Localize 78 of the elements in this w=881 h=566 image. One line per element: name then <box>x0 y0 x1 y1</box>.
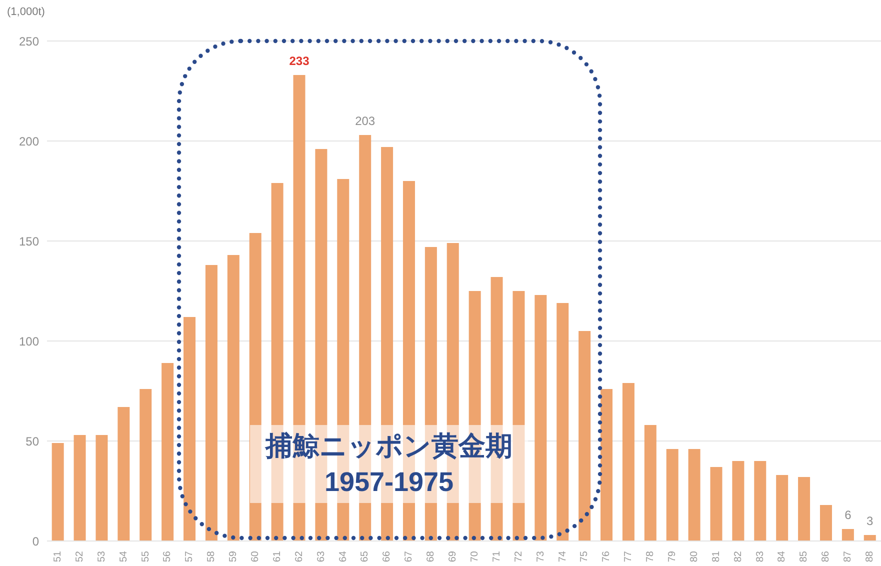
bar <box>864 535 876 541</box>
bar <box>688 449 700 541</box>
x-tick-label: 71 <box>491 550 502 562</box>
x-tick-label: 85 <box>798 550 810 562</box>
bar <box>162 363 174 541</box>
bar <box>249 233 262 541</box>
x-tick-label: 51 <box>52 550 64 562</box>
x-tick-label: 63 <box>316 550 327 562</box>
bar <box>820 505 832 541</box>
bar <box>118 407 130 541</box>
x-tick-label: 70 <box>469 550 480 562</box>
x-tick-label: 77 <box>623 550 634 562</box>
bar <box>600 389 613 541</box>
bar <box>754 461 766 541</box>
x-tick-label: 68 <box>426 550 437 562</box>
y-tick-label: 150 <box>18 234 40 248</box>
x-tick-label: 79 <box>667 550 678 562</box>
x-tick-label: 88 <box>864 550 876 562</box>
bar <box>534 295 547 541</box>
x-tick-label: 65 <box>360 550 371 562</box>
bar <box>578 331 591 541</box>
bar <box>556 303 569 541</box>
x-tick-label: 67 <box>404 550 415 562</box>
data-label: 3 <box>866 514 874 528</box>
x-tick-label: 84 <box>776 550 788 562</box>
y-axis-title: (1,000t) <box>7 6 45 18</box>
x-tick-label: 59 <box>228 550 240 562</box>
data-label: 6 <box>844 508 852 522</box>
y-tick-label: 250 <box>18 34 40 48</box>
annotation: 1957-1975 <box>324 466 454 499</box>
bar <box>512 291 525 541</box>
bar <box>184 317 196 541</box>
x-tick-label: 86 <box>820 550 832 562</box>
x-tick-label: 55 <box>140 550 152 562</box>
x-tick-label: 58 <box>206 550 218 562</box>
bar <box>96 435 108 541</box>
x-tick-label: 73 <box>535 550 546 562</box>
x-tick-label: 83 <box>754 550 766 562</box>
bar <box>205 265 218 541</box>
y-tick-label: 200 <box>18 134 40 148</box>
x-tick-label: 53 <box>96 550 108 562</box>
bar <box>798 477 810 541</box>
x-tick-label: 66 <box>382 550 393 562</box>
x-tick-label: 72 <box>513 550 524 562</box>
x-tick-label: 60 <box>250 550 261 562</box>
x-tick-label: 76 <box>601 550 612 562</box>
x-tick-label: 54 <box>118 550 130 562</box>
x-tick-label: 64 <box>338 550 349 562</box>
bar <box>666 449 678 541</box>
x-tick-label: 61 <box>272 550 283 562</box>
bar <box>140 389 152 541</box>
x-tick-label: 52 <box>74 550 86 562</box>
annotation: 捕鯨ニッポン黄金期 <box>266 430 512 463</box>
x-tick-label: 69 <box>448 550 459 562</box>
x-tick-label: 57 <box>184 550 196 562</box>
data-label: 233 <box>289 54 310 68</box>
x-tick-label: 62 <box>294 550 305 562</box>
x-tick-label: 74 <box>557 550 568 562</box>
x-tick-label: 78 <box>645 550 656 562</box>
bar <box>710 467 722 541</box>
bar <box>74 435 86 541</box>
x-tick-label: 81 <box>710 550 722 562</box>
bar <box>776 475 788 541</box>
bar <box>842 529 854 541</box>
y-tick-label: 0 <box>32 534 40 548</box>
bar <box>52 443 64 541</box>
y-tick-label: 50 <box>26 434 40 448</box>
bar <box>644 425 656 541</box>
bar <box>227 255 240 541</box>
bar <box>622 383 634 541</box>
x-tick-label: 56 <box>162 550 174 562</box>
x-tick-label: 75 <box>579 550 590 562</box>
x-tick-label: 80 <box>688 550 700 562</box>
y-tick-label: 100 <box>18 334 40 348</box>
data-label: 203 <box>355 114 376 128</box>
x-tick-label: 87 <box>842 550 854 562</box>
x-tick-label: 82 <box>732 550 744 562</box>
bar <box>732 461 744 541</box>
